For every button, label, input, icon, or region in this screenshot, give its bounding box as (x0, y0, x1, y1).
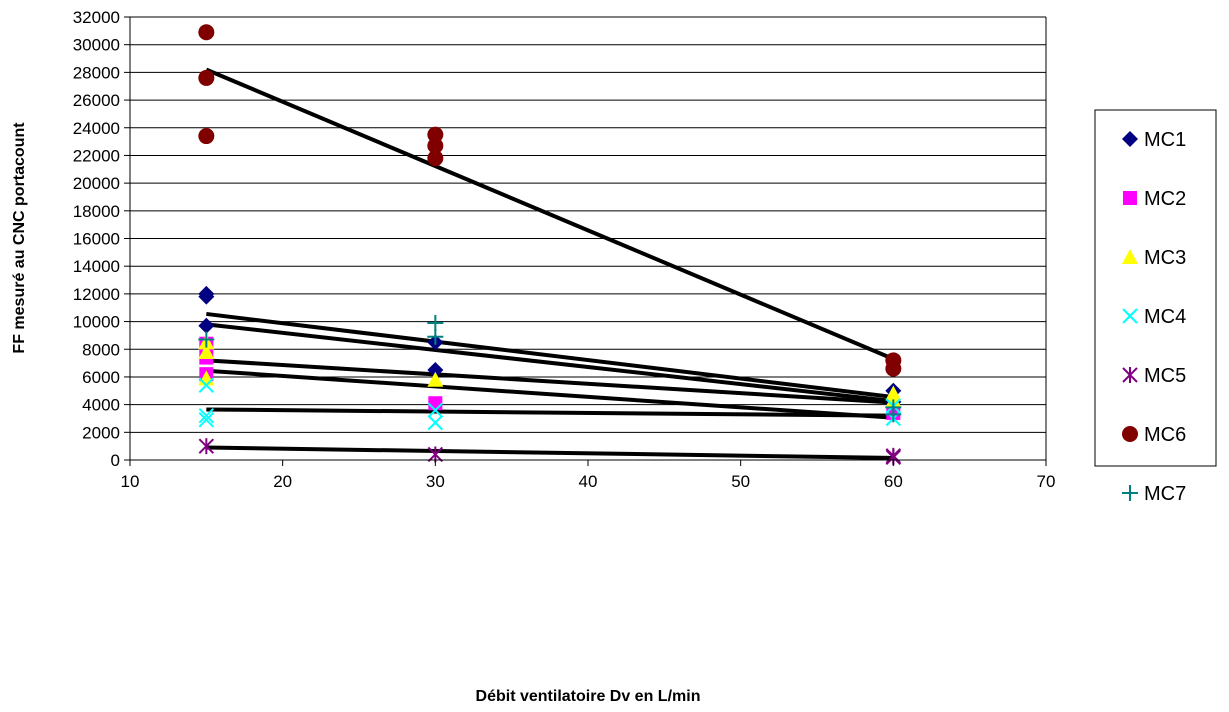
data-point (885, 406, 902, 423)
legend-label: MC2 (1144, 188, 1186, 210)
legend-label: MC1 (1144, 129, 1186, 151)
series-mc3 (198, 334, 902, 408)
data-point (198, 407, 215, 424)
y-tick-label: 6000 (82, 368, 120, 387)
trendline (206, 311, 894, 399)
legend-item-mc1: MC1 (1122, 129, 1186, 151)
data-point (198, 317, 215, 334)
legend-marker (1122, 367, 1138, 383)
data-point (427, 371, 444, 387)
series-mc5 (198, 438, 902, 466)
data-point (427, 150, 444, 167)
y-tick-label: 4000 (82, 396, 120, 415)
legend-label: MC4 (1144, 306, 1186, 328)
trendline (205, 67, 895, 361)
x-axis-title: Débit ventilatoire Dv en L/min (476, 688, 701, 705)
trendline (206, 407, 894, 418)
legend-marker (1122, 308, 1138, 324)
legend-marker (1122, 131, 1138, 147)
x-tick-label: 10 (121, 472, 140, 491)
x-tick-label: 50 (731, 472, 750, 491)
data-point (427, 328, 444, 345)
legend-item-mc7: MC7 (1122, 483, 1186, 505)
data-point (198, 24, 215, 41)
data-point (885, 360, 902, 377)
x-tick-labels: 10 20 30 40 50 60 70 (121, 472, 1056, 491)
x-tick-label: 70 (1037, 472, 1056, 491)
y-tick-label: 10000 (73, 313, 120, 332)
series-mc4 (198, 377, 902, 431)
legend-marker (1122, 426, 1138, 442)
y-tick-label: 12000 (73, 285, 120, 304)
legend-item-mc4: MC4 (1122, 306, 1186, 328)
legend-marker (1123, 191, 1137, 205)
legend-label: MC3 (1144, 247, 1186, 269)
axes (124, 16, 1047, 466)
y-tick-labels: 0 2000 4000 6000 8000 10000 12000 14000 16000 180… (73, 8, 120, 470)
data-point (427, 362, 444, 379)
legend-item-mc5: MC5 (1122, 365, 1186, 387)
y-tick-label: 0 (111, 451, 120, 470)
markers (198, 24, 902, 466)
legend-marker (1122, 485, 1138, 501)
data-point (198, 377, 215, 393)
legend-item-mc2: MC2 (1123, 188, 1186, 210)
y-axis-title: FF mesuré au CNC portacount (11, 122, 28, 354)
data-point (198, 331, 215, 348)
series-mc7 (198, 314, 902, 423)
trendlines (205, 67, 895, 460)
legend: MC1 MC2 MC3 MC4 MC5 MC6 MC7 (1094, 109, 1217, 505)
data-point (198, 412, 215, 428)
trendline (206, 445, 894, 460)
y-tick-label: 8000 (82, 340, 120, 359)
y-tick-label: 28000 (73, 63, 120, 82)
legend-box (1094, 109, 1217, 467)
legend-label: MC5 (1144, 365, 1186, 387)
y-tick-label: 30000 (73, 36, 120, 55)
x-tick-label: 30 (426, 472, 445, 491)
data-point (427, 414, 444, 431)
data-point (198, 128, 215, 145)
y-tick-label: 2000 (82, 423, 120, 442)
y-tick-label: 18000 (73, 202, 120, 221)
x-tick-label: 40 (579, 472, 598, 491)
data-point (428, 396, 443, 411)
y-tick-label: 26000 (73, 91, 120, 110)
trendline (206, 358, 894, 405)
data-point (198, 69, 215, 86)
legend-marker (1122, 249, 1138, 264)
legend-item-mc3: MC3 (1122, 247, 1186, 269)
data-point (427, 126, 444, 143)
y-tick-label: 14000 (73, 257, 120, 276)
data-point (198, 288, 215, 305)
data-point (427, 314, 444, 331)
x-tick-label: 60 (884, 472, 903, 491)
y-tick-label: 24000 (73, 119, 120, 138)
data-point (198, 344, 215, 360)
legend-label: MC6 (1144, 424, 1186, 446)
data-point (198, 438, 215, 455)
x-tick-label: 20 (273, 472, 292, 491)
y-tick-label: 16000 (73, 230, 120, 249)
data-point (427, 137, 444, 154)
data-point (427, 402, 444, 418)
trendline (206, 368, 894, 420)
legend-item-mc6: MC6 (1122, 424, 1186, 446)
y-tick-label: 22000 (73, 146, 120, 165)
legend-label: MC7 (1144, 483, 1186, 505)
trendline (206, 322, 894, 404)
y-tick-label: 32000 (73, 8, 120, 27)
series-mc6 (198, 24, 902, 377)
y-tick-label: 20000 (73, 174, 120, 193)
